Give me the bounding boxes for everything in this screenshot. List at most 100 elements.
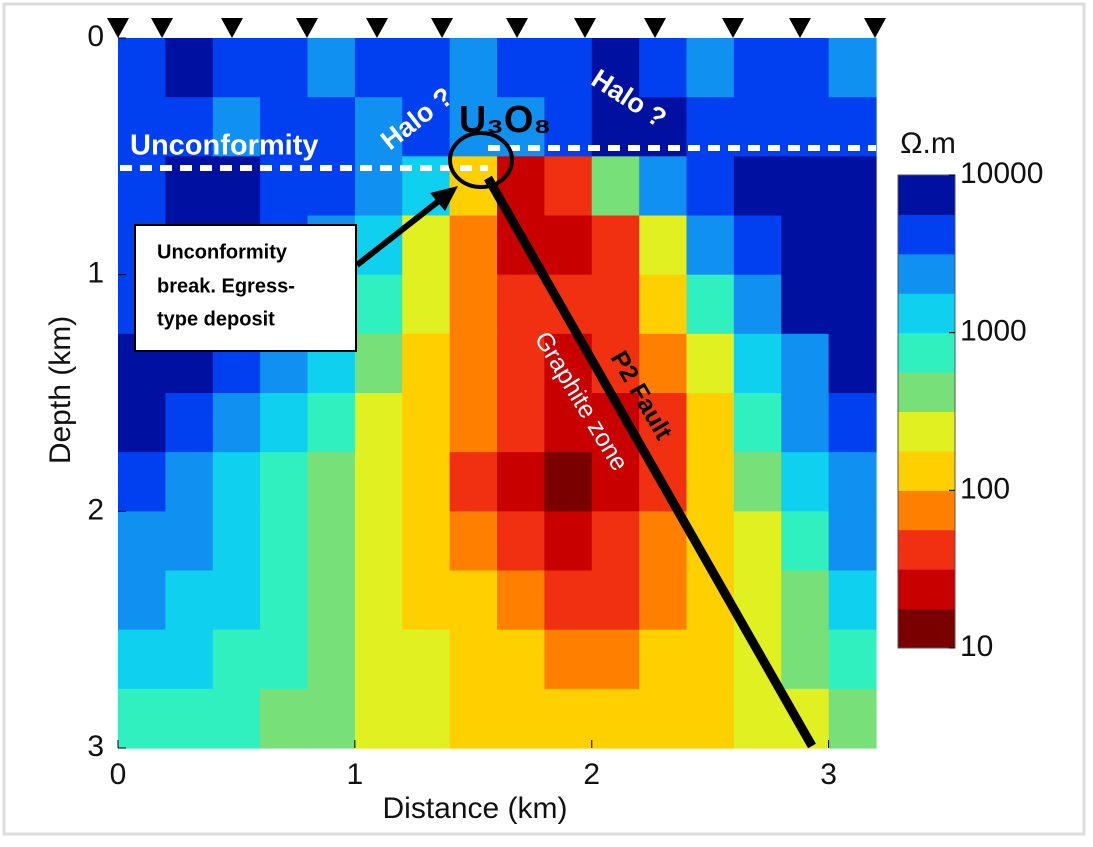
cell <box>544 629 593 690</box>
cell <box>449 452 498 512</box>
cell <box>639 570 688 631</box>
x-axis-title: Distance (km) <box>382 792 567 825</box>
callout-line: type deposit <box>157 308 275 330</box>
cell <box>733 333 782 394</box>
fault-line <box>484 175 816 749</box>
cell <box>260 629 309 690</box>
cell <box>402 511 451 572</box>
cell <box>686 274 735 335</box>
colorbar-tick-label: 100 <box>960 472 1010 505</box>
station <box>366 18 388 38</box>
y-axis-title: Depth (km) <box>44 316 77 464</box>
station <box>506 18 528 38</box>
colorbar-band <box>898 175 955 215</box>
cell <box>449 215 498 276</box>
y-tick-label: 0 <box>87 20 104 53</box>
cell <box>781 215 830 276</box>
cell <box>733 393 782 453</box>
cell <box>639 38 688 98</box>
cell <box>497 570 545 631</box>
cell <box>591 629 640 690</box>
cell <box>733 38 782 98</box>
cell <box>686 452 735 512</box>
cell <box>402 452 451 512</box>
cell <box>354 97 403 157</box>
cell <box>828 393 877 453</box>
cell <box>544 215 593 276</box>
arrow <box>355 197 442 268</box>
cell <box>591 452 640 512</box>
cell <box>591 688 640 749</box>
cell <box>165 393 214 453</box>
cell <box>212 38 261 98</box>
cell <box>828 629 877 690</box>
x-tick-label: 2 <box>583 758 600 791</box>
cell <box>354 333 403 394</box>
cell <box>733 215 782 276</box>
cell <box>686 688 735 749</box>
cell <box>828 570 877 631</box>
cell <box>260 97 309 157</box>
cell <box>118 393 166 453</box>
cell <box>781 274 830 335</box>
cell <box>591 38 640 98</box>
cell <box>781 452 830 512</box>
station <box>789 18 811 38</box>
cell <box>591 215 640 276</box>
cell <box>733 688 782 749</box>
cell <box>165 511 214 572</box>
cell <box>260 452 309 512</box>
colorbar-band <box>898 214 955 255</box>
station <box>644 18 666 38</box>
callout-box <box>134 224 357 352</box>
cell <box>307 38 356 98</box>
station <box>722 18 744 38</box>
station <box>107 18 129 38</box>
cell <box>781 38 830 98</box>
cell <box>544 156 593 217</box>
cell <box>402 274 451 335</box>
cell <box>449 511 498 572</box>
cell <box>828 511 877 572</box>
station <box>431 18 453 38</box>
cell <box>591 156 640 217</box>
cell <box>497 274 545 335</box>
cell <box>497 393 545 453</box>
cell <box>544 393 593 453</box>
cell <box>212 629 261 690</box>
cell <box>497 452 545 512</box>
colorbar-frame <box>897 174 956 649</box>
cell <box>591 570 640 631</box>
cell <box>260 688 309 749</box>
cell <box>449 688 498 749</box>
cell <box>591 511 640 572</box>
cell <box>260 511 309 572</box>
cell <box>118 38 166 98</box>
cell <box>686 393 735 453</box>
cell <box>354 38 403 98</box>
cell <box>828 156 877 217</box>
annotation: U₃O₈ <box>459 99 551 141</box>
cell <box>402 393 451 453</box>
cell <box>402 688 451 749</box>
cell <box>260 393 309 453</box>
cell <box>165 97 214 157</box>
cell <box>497 629 545 690</box>
cell <box>118 452 166 512</box>
cell <box>639 274 688 335</box>
cell <box>686 156 735 217</box>
y-tick-label: 2 <box>87 493 104 526</box>
cell <box>639 156 688 217</box>
cell <box>781 511 830 572</box>
cell <box>591 333 640 394</box>
cell <box>212 511 261 572</box>
cell <box>686 215 735 276</box>
cell <box>449 570 498 631</box>
cell <box>733 274 782 335</box>
x-tick-label: 1 <box>347 758 364 791</box>
colorbar-band <box>898 293 955 334</box>
cell <box>781 393 830 453</box>
cell <box>733 452 782 512</box>
cell <box>828 274 877 335</box>
